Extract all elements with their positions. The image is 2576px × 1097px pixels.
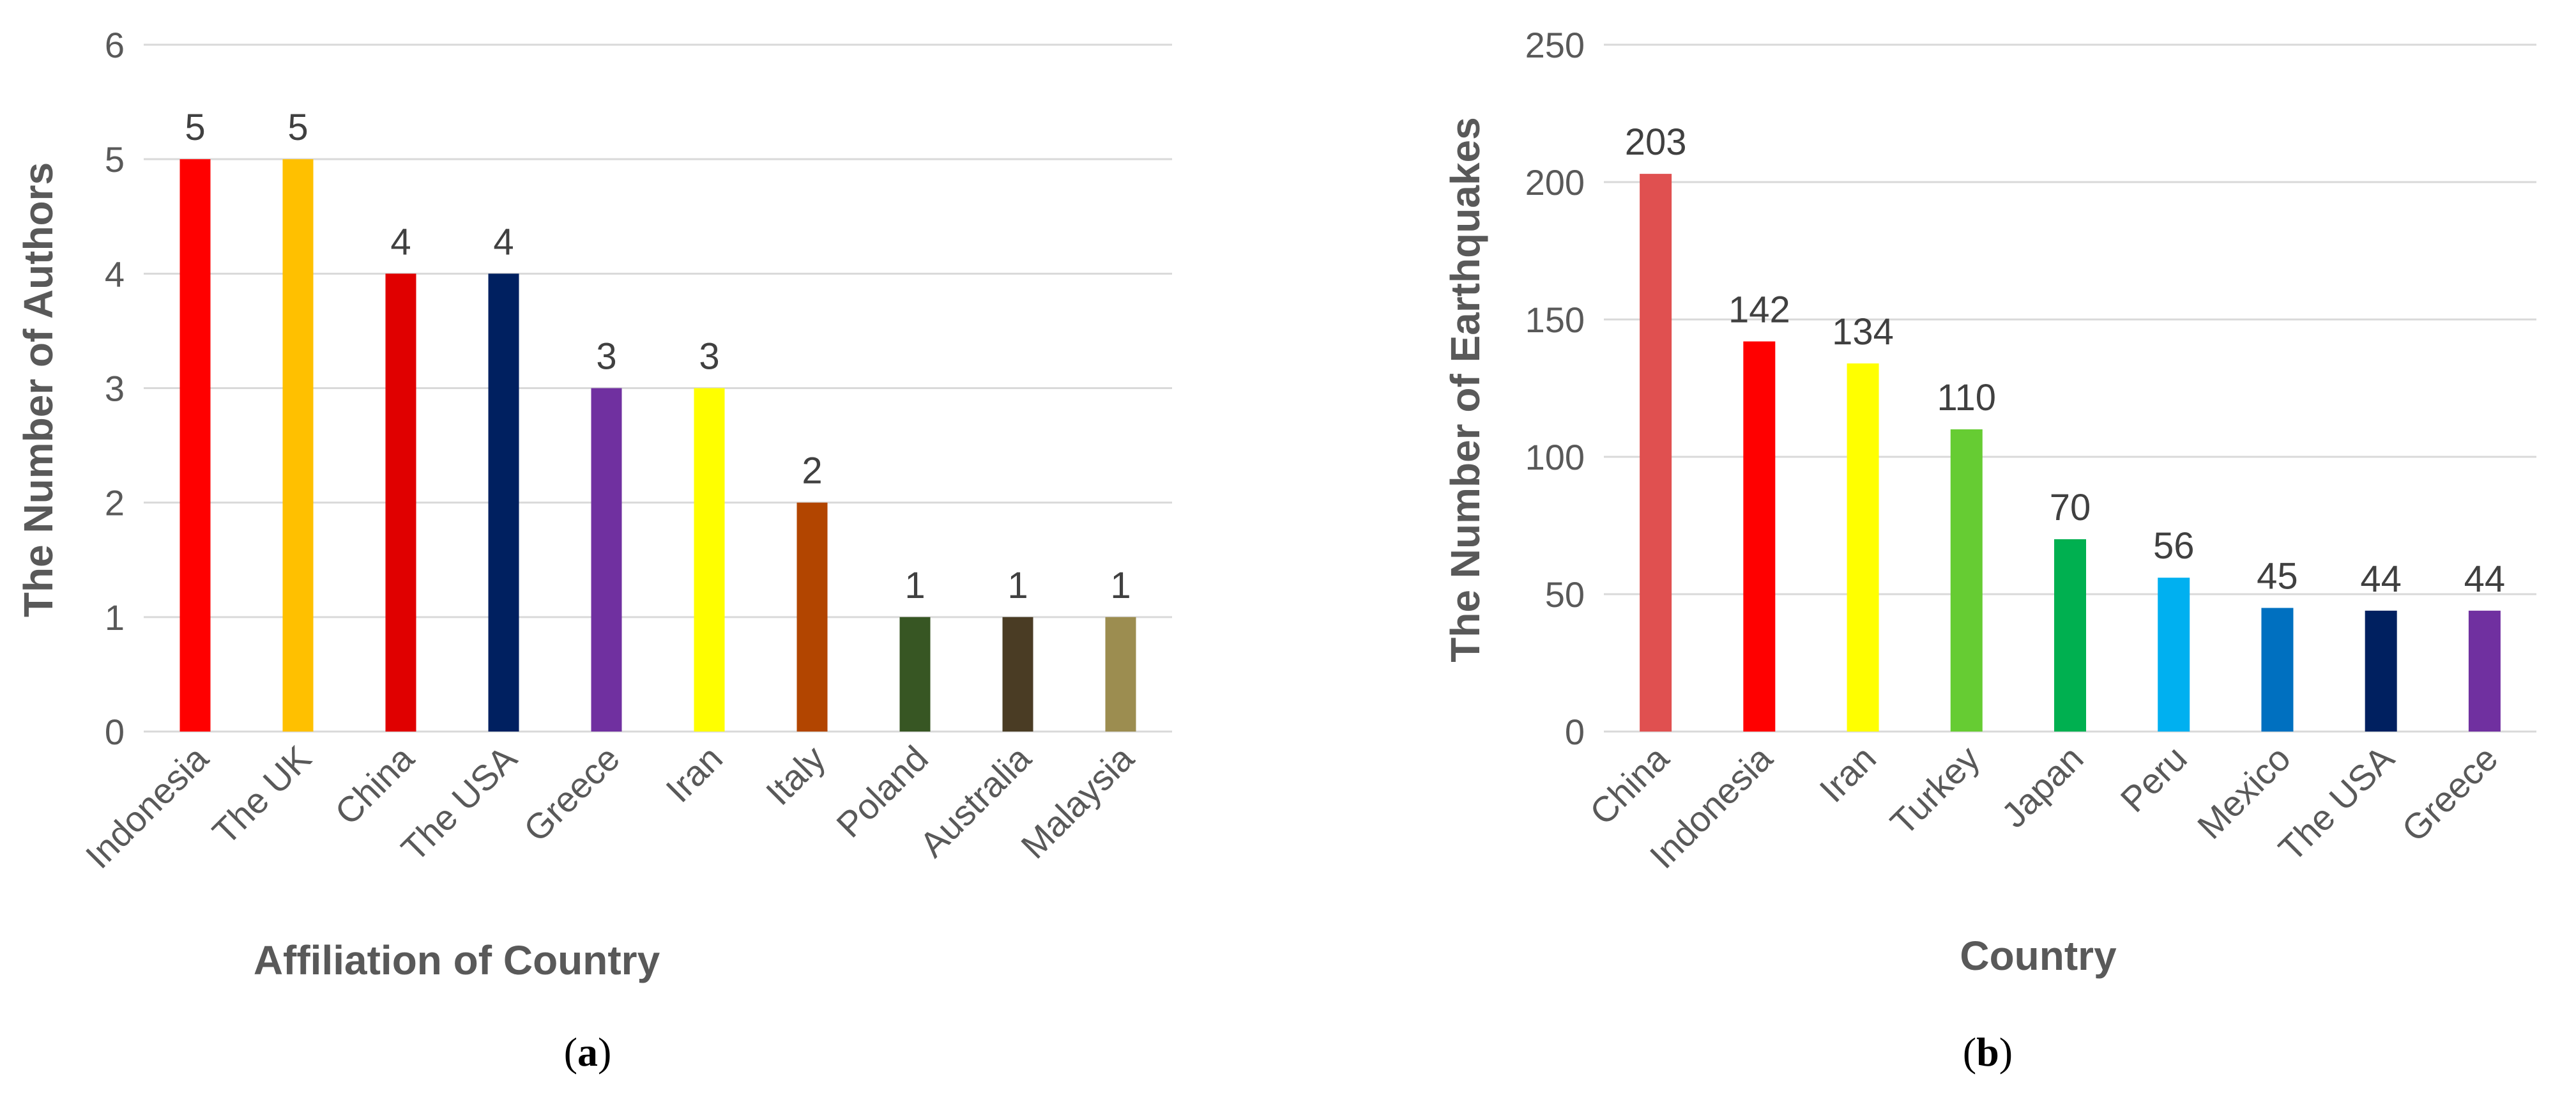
data-label: 142 [1728,289,1790,330]
panel-label-close-paren: ) [598,1029,611,1075]
data-label: 44 [2360,558,2402,600]
data-label: 44 [2464,558,2506,600]
bar [2054,539,2086,732]
data-label: 3 [699,336,719,378]
x-axis-title: Affiliation of Country [254,937,660,983]
y-tick-label: 0 [105,712,125,752]
panel-label-open-paren: ( [564,1029,577,1075]
bar [694,388,725,732]
x-tick-label: Indonesia [78,737,217,876]
data-label: 203 [1625,121,1687,163]
bar [282,159,314,732]
x-tick-label: China [327,737,422,832]
chart-a: 0 1 2 3 4 5 6 5 Indonesia 5 The UK 4 China 4 The USA 3 G… [15,25,1172,1075]
x-tick-label: Australia [911,737,1039,864]
y-tick-label: 250 [1525,25,1585,65]
bar [1105,617,1136,732]
bar [2158,578,2190,732]
y-axis-title: The Number of Authors [15,162,61,617]
x-tick-label: Iran [658,738,730,810]
bar [591,388,622,732]
y-tick-label: 0 [1565,712,1585,752]
data-label: 4 [390,221,411,263]
bar [1743,341,1776,732]
x-tick-label: Greece [516,738,627,849]
data-label: 1 [904,565,925,606]
data-label: 4 [493,221,514,263]
x-tick-label: The UK [204,738,319,852]
y-tick-label: 4 [105,254,125,294]
y-tick-label: 200 [1525,162,1585,203]
x-tick-label: China [1582,737,1677,832]
bar [2365,610,2397,732]
x-tick-label: Malaysia [1013,737,1141,866]
data-label: 70 [2050,487,2091,528]
bar [2261,608,2294,732]
bar [385,273,416,732]
data-label: 5 [287,107,308,148]
chart-b-svg: 050100150200250203China142Indonesia134Ir… [1442,25,2536,1075]
chart-b: 0 50 100 150 200 250 203 China 142 Indonesia 134 Ir… [1288,0,2576,1097]
x-tick-label: Peru [2113,738,2195,820]
y-tick-label: 1 [105,597,125,638]
bar [1950,429,1983,732]
x-tick-label: Italy [758,738,833,813]
y-tick-label: 50 [1545,574,1585,615]
x-tick-label: The USA [393,737,525,869]
data-label: 1 [1110,565,1131,606]
data-label: 110 [1937,377,1996,418]
panel-label: (b) [1963,1029,2013,1075]
panel-label-letter: a [577,1029,598,1075]
x-tick-label: Japan [1993,738,2091,835]
data-label: 2 [802,450,822,492]
bar [796,502,828,732]
chart-a-svg: 0 1 2 3 4 5 6 5 Indonesia 5 The UK 4 China 4 The USA 3 G… [15,25,1172,1075]
bar [488,273,519,732]
y-tick-label: 3 [105,369,125,409]
data-label: 1 [1007,565,1028,606]
data-label: 56 [2153,525,2195,567]
x-tick-label: Greece [2394,738,2505,849]
panel-label-open-paren: ( [1963,1029,1976,1075]
y-tick-label: 6 [105,25,125,65]
x-tick-label: The USA [2271,737,2402,869]
panel-label-close-paren: ) [1999,1029,2013,1075]
x-tick-label: Turkey [1882,738,1987,843]
bar [1640,174,1672,732]
data-label: 5 [185,107,205,148]
panel-label-letter: b [1976,1029,1999,1075]
y-tick-label: 5 [105,139,125,180]
y-axis-title: The Number of Earthquakes [1442,117,1488,663]
data-label: 3 [596,336,616,378]
bar [1002,617,1033,732]
y-tick-label: 2 [105,483,125,523]
x-axis-title: Country [1960,933,2117,979]
bar [179,159,211,732]
bar [1847,363,1879,732]
y-tick-label: 150 [1525,300,1585,340]
bar [899,617,931,732]
bar [2468,610,2501,732]
data-label: 134 [1832,311,1894,353]
x-tick-label: Iran [1811,738,1884,810]
data-label: 45 [2257,556,2298,597]
panel-label: (a) [564,1029,612,1075]
y-tick-label: 100 [1525,437,1585,477]
